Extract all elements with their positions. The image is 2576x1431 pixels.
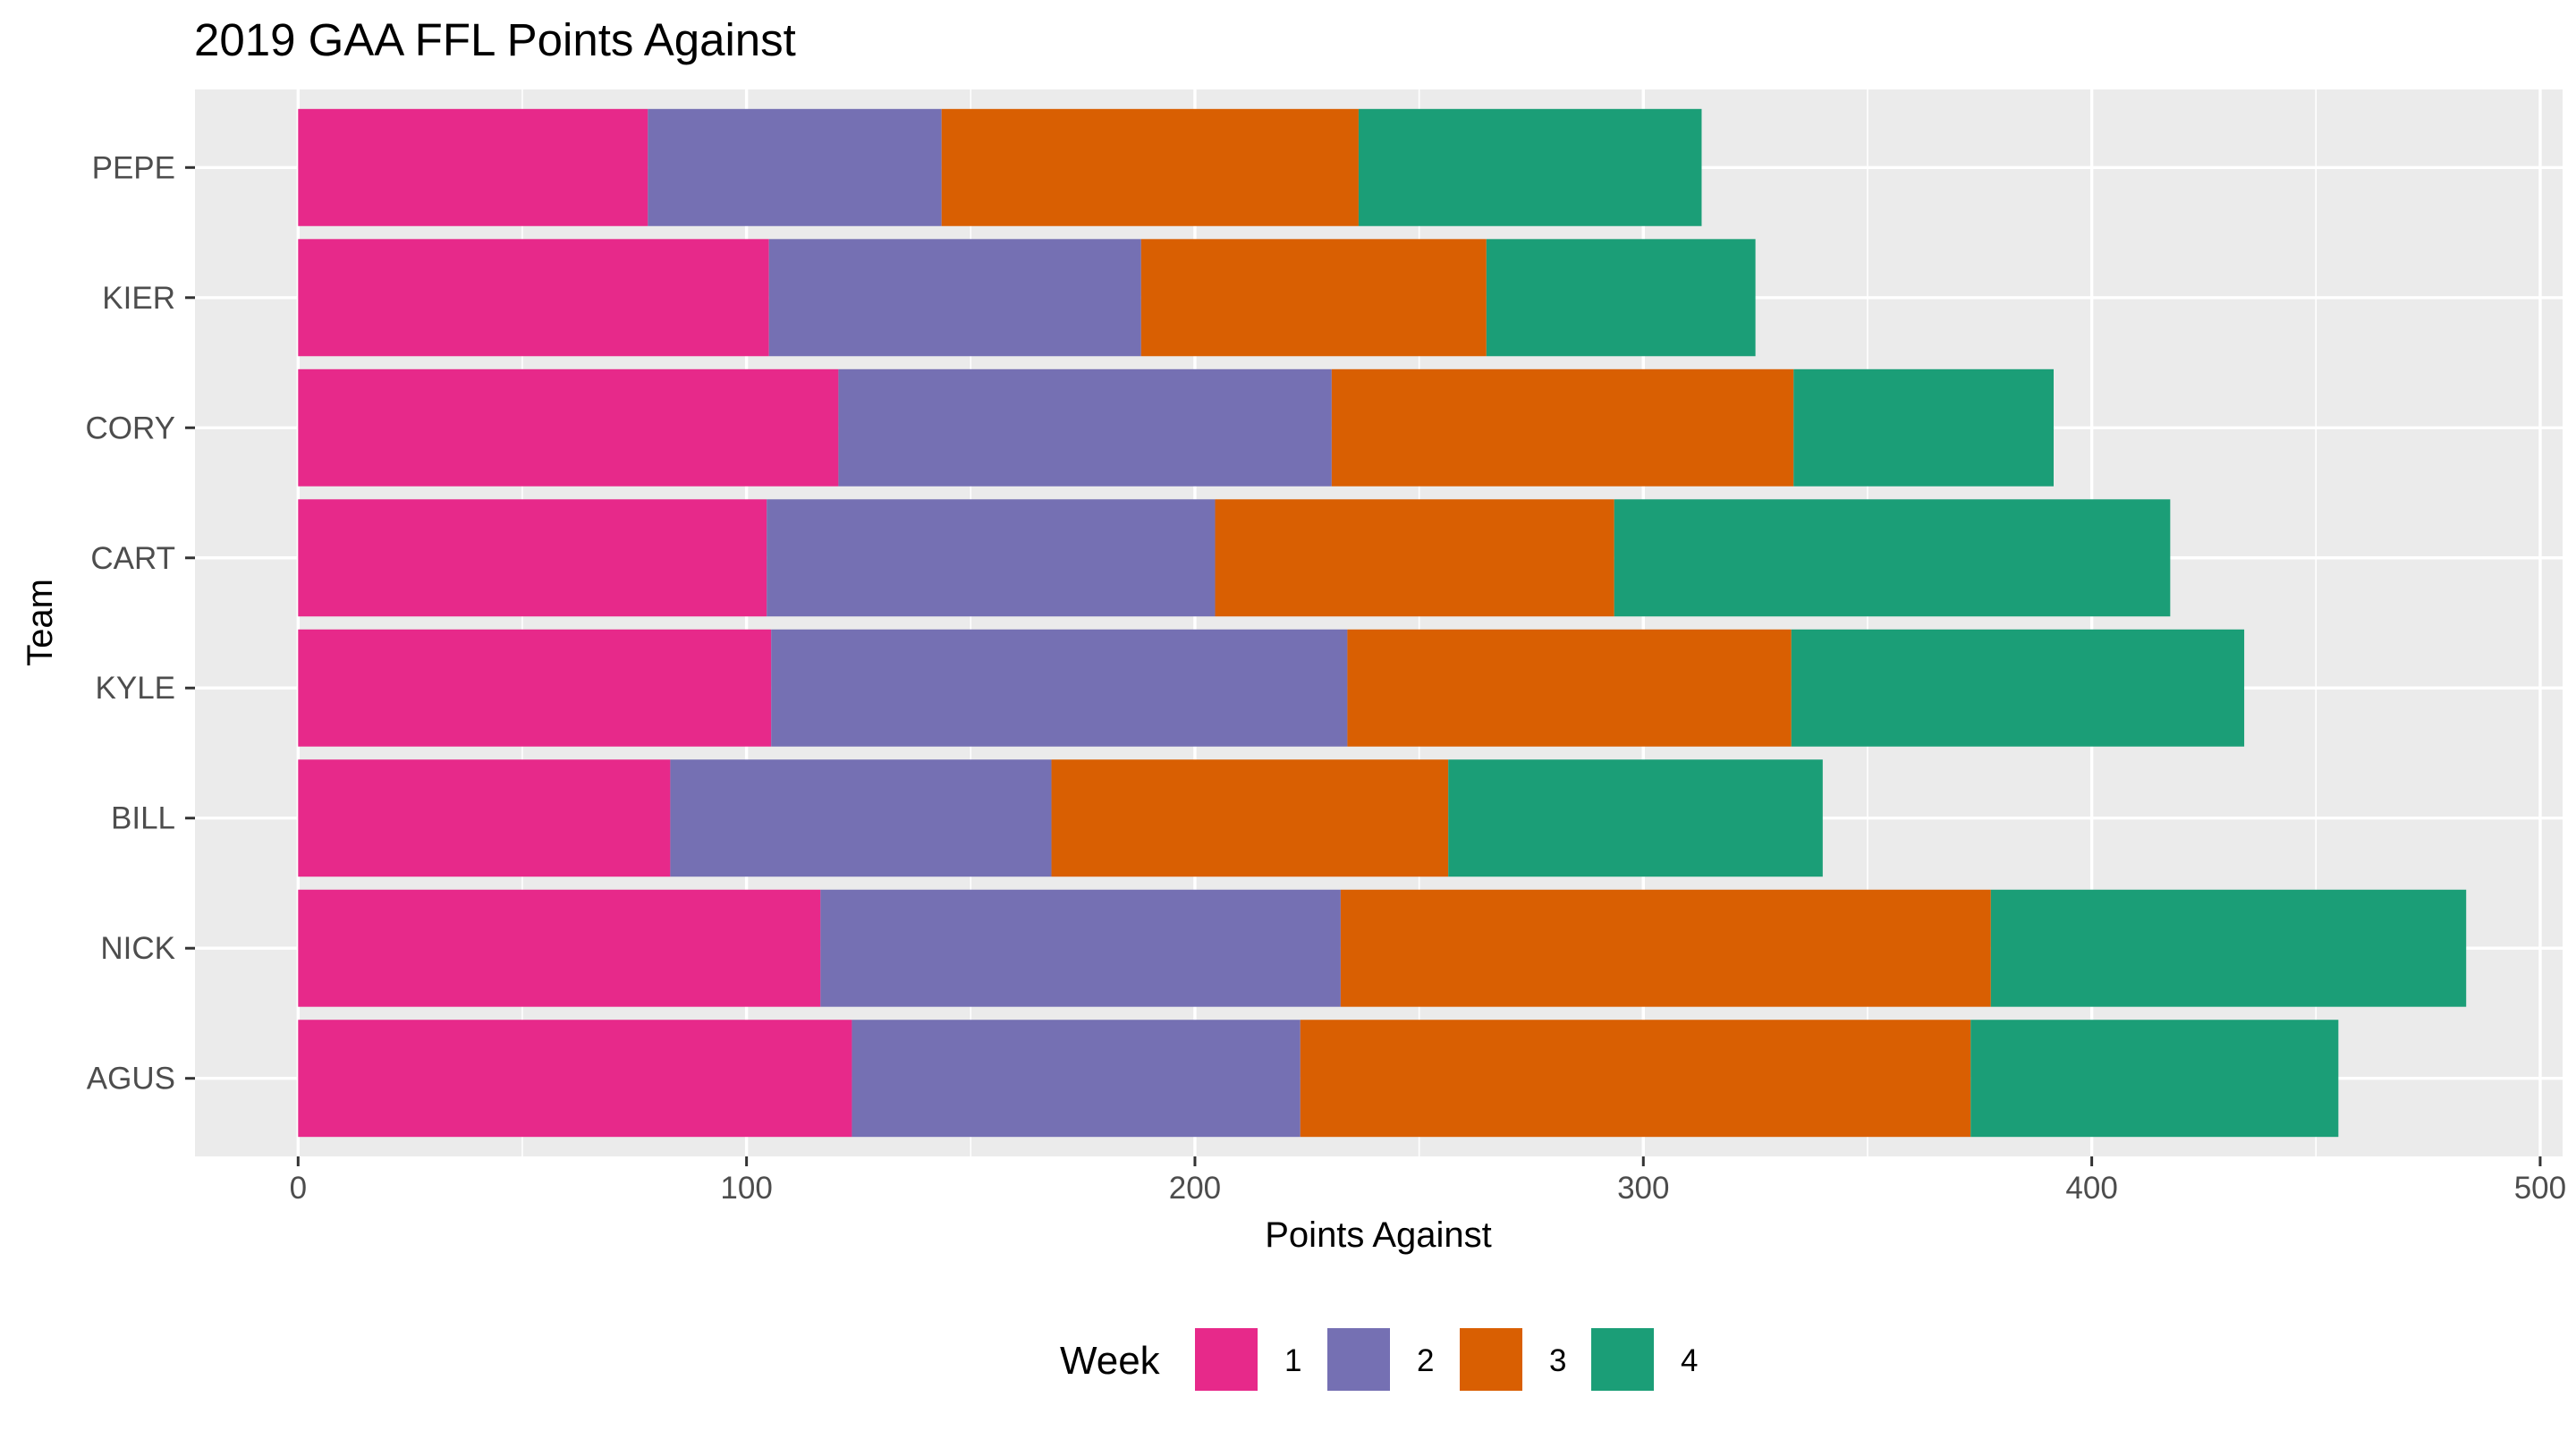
legend-key-week-3	[1460, 1328, 1522, 1391]
x-tick-label: 300	[1617, 1171, 1669, 1206]
bar-bill-week-4	[1448, 759, 1823, 877]
y-tick-label: CART	[90, 541, 175, 576]
x-tick-label: 500	[2514, 1171, 2566, 1206]
x-tick-label: 400	[2065, 1171, 2117, 1206]
x-tick-label: 0	[290, 1171, 307, 1206]
legend-label-week-4: 4	[1681, 1343, 1698, 1378]
bar-agus-week-2	[852, 1020, 1301, 1138]
bar-pepe-week-2	[648, 108, 942, 226]
bar-cart-week-3	[1215, 499, 1614, 617]
y-axis-title: Team	[21, 579, 60, 666]
x-tick-label: 200	[1169, 1171, 1221, 1206]
bar-kyle-week-1	[298, 629, 772, 747]
legend-label-week-1: 1	[1284, 1343, 1301, 1378]
bar-cart-week-4	[1614, 499, 2171, 617]
y-tick-label: BILL	[111, 801, 175, 836]
bar-agus-week-4	[1970, 1020, 2339, 1138]
bar-kyle-week-3	[1347, 629, 1792, 747]
legend-label-week-3: 3	[1549, 1343, 1566, 1378]
bar-kier-week-1	[298, 239, 769, 357]
bar-bill-week-2	[670, 759, 1052, 877]
bar-cory-week-2	[838, 368, 1332, 487]
axes: 0 100 200 300 400 500 AGUS NICK BILL KYLE CART CORY…	[86, 150, 2567, 1206]
bar-kier-week-2	[768, 239, 1141, 357]
bar-nick-week-3	[1340, 889, 1991, 1007]
bar-nick-week-4	[1990, 889, 2467, 1007]
legend-title: Week	[1060, 1339, 1161, 1383]
legend-key-week-1	[1195, 1328, 1258, 1391]
bar-agus-week-3	[1300, 1020, 1971, 1138]
bar-pepe-week-1	[298, 108, 648, 226]
bar-cory-week-1	[298, 368, 839, 487]
x-tick-label: 100	[720, 1171, 772, 1206]
bar-kyle-week-2	[771, 629, 1348, 747]
bar-kier-week-3	[1140, 239, 1487, 357]
y-tick-label: NICK	[100, 931, 175, 966]
y-tick-label: KYLE	[96, 671, 176, 706]
bars	[298, 108, 2467, 1138]
y-tick-label: CORY	[86, 411, 176, 445]
bar-kier-week-4	[1486, 239, 1756, 357]
bar-cory-week-3	[1331, 368, 1794, 487]
bar-cory-week-4	[1793, 368, 2054, 487]
legend: Week 1 2 3 4	[1060, 1328, 1698, 1391]
chart-title: 2019 GAA FFL Points Against	[194, 14, 796, 65]
x-axis-title: Points Against	[1265, 1215, 1492, 1255]
bar-cart-week-1	[298, 499, 767, 617]
bar-pepe-week-4	[1358, 108, 1702, 226]
bar-bill-week-3	[1051, 759, 1449, 877]
bar-kyle-week-4	[1791, 629, 2245, 747]
bar-cart-week-2	[767, 499, 1216, 617]
y-tick-label: PEPE	[92, 150, 175, 185]
bar-pepe-week-3	[941, 108, 1359, 226]
bar-nick-week-2	[820, 889, 1341, 1007]
bar-nick-week-1	[298, 889, 821, 1007]
legend-key-week-4	[1591, 1328, 1654, 1391]
y-tick-label: KIER	[102, 281, 175, 316]
y-tick-label: AGUS	[87, 1062, 175, 1097]
bar-bill-week-1	[298, 759, 671, 877]
legend-key-week-2	[1327, 1328, 1390, 1391]
legend-label-week-2: 2	[1417, 1343, 1434, 1378]
bar-agus-week-1	[298, 1020, 852, 1138]
